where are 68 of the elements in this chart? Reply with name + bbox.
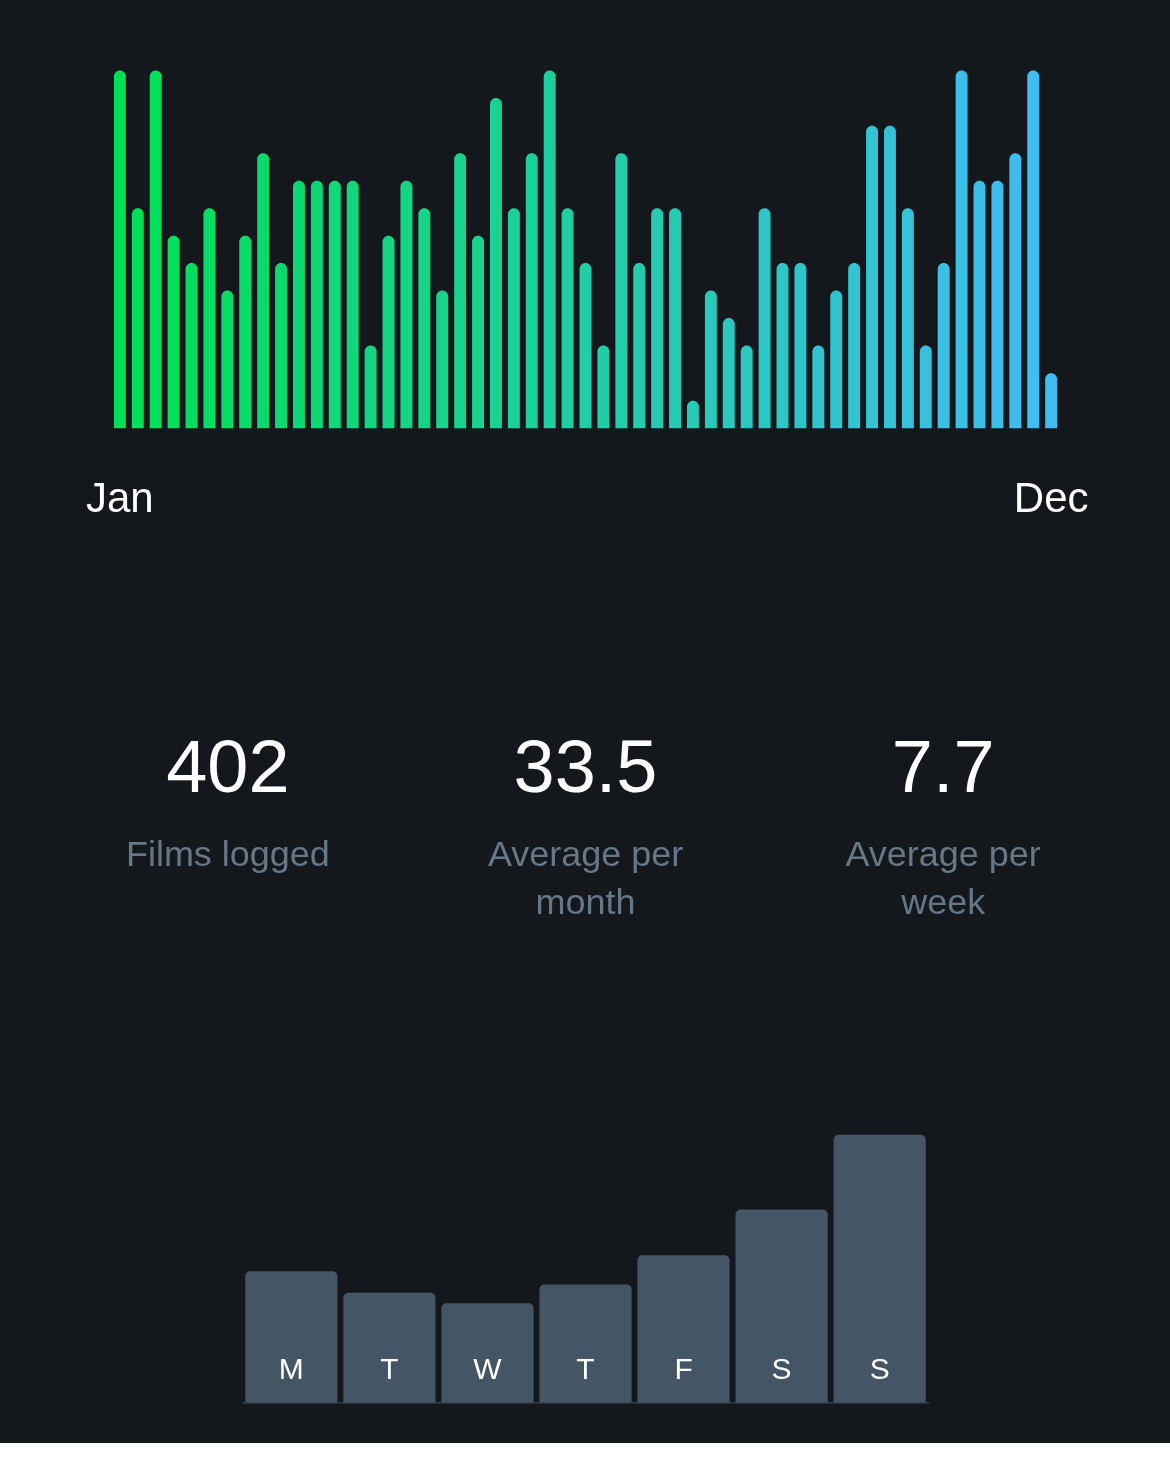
bar [543, 70, 556, 429]
bar [113, 70, 126, 429]
bar [901, 208, 914, 429]
bar [776, 263, 789, 429]
bar [275, 263, 288, 429]
bar [973, 180, 986, 429]
text: 33.5 [513, 724, 658, 808]
bar [507, 208, 520, 429]
bar [418, 208, 431, 429]
bar [830, 290, 843, 429]
bar [149, 70, 162, 429]
bar [167, 235, 180, 429]
bar [257, 153, 270, 429]
bar [919, 345, 932, 429]
bar [955, 70, 968, 429]
bar [454, 153, 467, 429]
x-tick-label: F [674, 1351, 693, 1385]
bar [1027, 70, 1040, 429]
bar [292, 180, 305, 429]
text: 402 [166, 724, 290, 808]
bar [203, 208, 216, 429]
text: Films logged [125, 832, 330, 874]
bar [597, 345, 610, 429]
bar [525, 153, 538, 429]
bar [239, 235, 252, 429]
text: Average per week [845, 832, 1041, 922]
bar [704, 290, 717, 429]
bar [364, 345, 377, 429]
bar [758, 208, 771, 429]
bar [633, 263, 646, 429]
bar [579, 263, 592, 429]
bar [722, 318, 735, 429]
bar [669, 208, 682, 429]
bar [489, 98, 502, 429]
bar [848, 263, 861, 429]
bar [812, 345, 825, 429]
bar [651, 208, 664, 429]
bar [185, 263, 198, 429]
bar [1045, 373, 1058, 429]
bar [615, 153, 628, 429]
bar [221, 290, 234, 429]
x-tick-label: S [869, 1351, 890, 1385]
bar [131, 208, 144, 429]
bar [382, 235, 395, 429]
bar [472, 235, 485, 429]
bar [991, 180, 1004, 429]
text: 7.7 [891, 724, 995, 808]
bar [310, 180, 323, 429]
bar [436, 290, 449, 429]
x-tick-label: T [576, 1351, 595, 1385]
x-tick-label: S [771, 1351, 792, 1385]
x-tick-label: Jan [86, 473, 154, 521]
bar [1009, 153, 1022, 429]
bar [561, 208, 574, 429]
bar [400, 180, 413, 429]
x-tick-label: Dec [1013, 473, 1089, 521]
bar [794, 263, 807, 429]
text: Average per month [487, 832, 684, 922]
bar [883, 125, 896, 429]
bar [328, 180, 341, 429]
bar [740, 345, 753, 429]
bar [686, 400, 699, 429]
bar [866, 125, 879, 429]
x-tick-label: M [278, 1351, 304, 1385]
x-tick-label: W [473, 1351, 503, 1385]
bar [346, 180, 359, 429]
bar [937, 263, 950, 429]
x-tick-label: T [380, 1351, 399, 1385]
